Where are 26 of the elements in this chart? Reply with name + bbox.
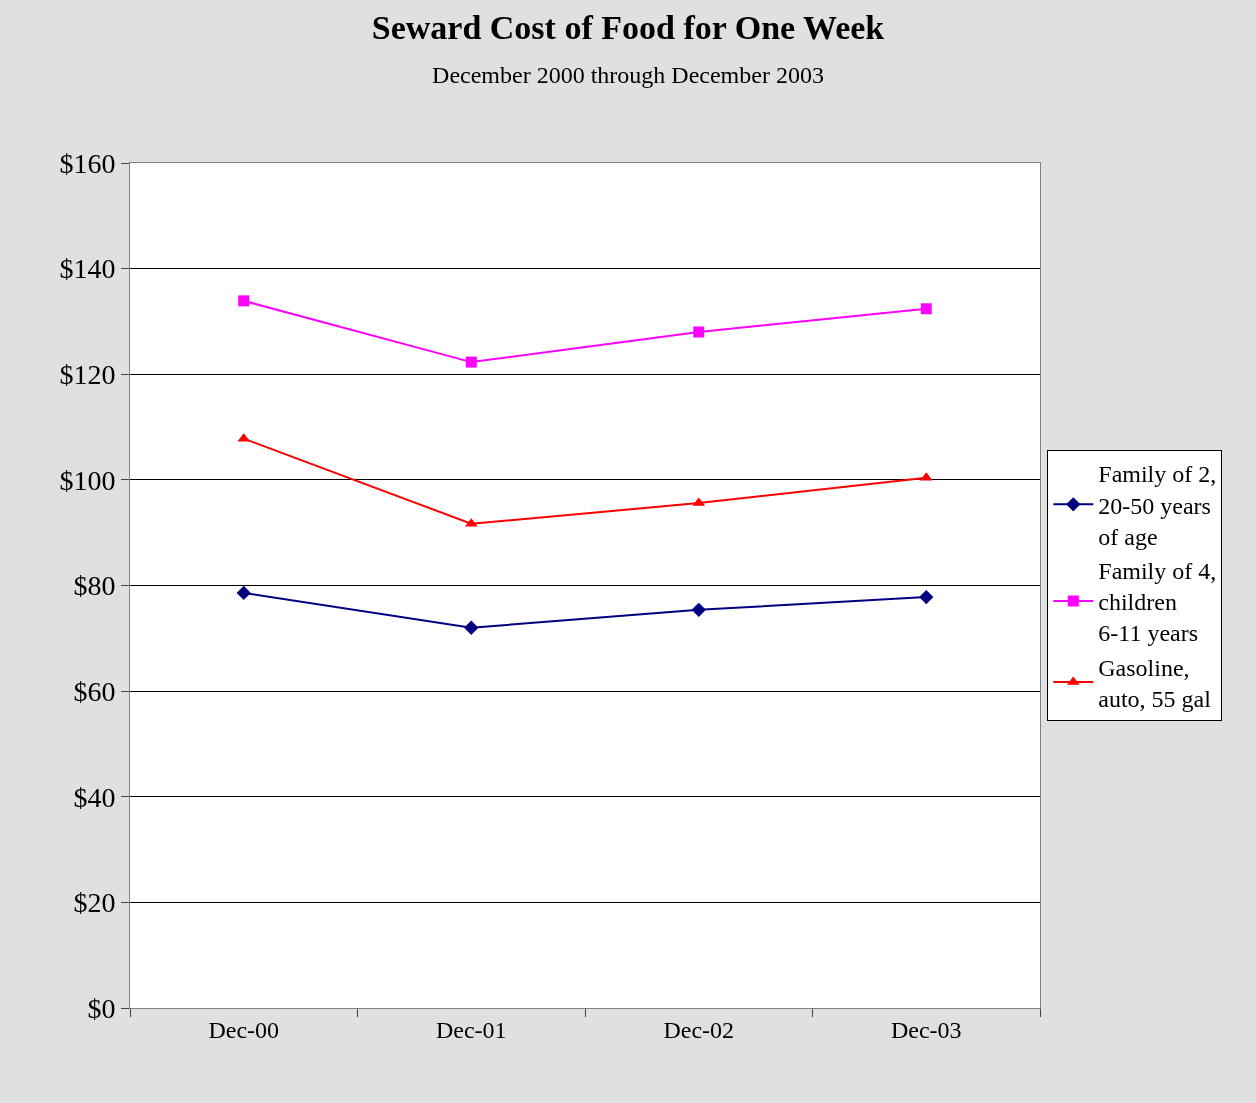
y-tick-label: $140 bbox=[59, 253, 116, 285]
point bbox=[920, 303, 932, 315]
point bbox=[238, 295, 250, 307]
point bbox=[919, 589, 934, 605]
y-tick-label: $120 bbox=[59, 359, 116, 391]
point bbox=[465, 356, 477, 368]
point bbox=[693, 326, 705, 338]
y-tick-label: $0 bbox=[87, 992, 116, 1024]
x-tick-label: Dec-02 bbox=[663, 1016, 735, 1043]
legend-label: Gasoline, auto, 55 gal bbox=[1098, 654, 1212, 712]
x-tick-label: Dec-00 bbox=[208, 1016, 280, 1043]
chart-title: Seward Cost of Food for One Week bbox=[371, 8, 885, 46]
point bbox=[236, 585, 251, 601]
y-tick-label: $20 bbox=[73, 887, 116, 919]
x-tick-label: Dec-01 bbox=[435, 1016, 507, 1043]
y-tick-label: $160 bbox=[59, 147, 116, 179]
point bbox=[464, 620, 479, 635]
point bbox=[691, 602, 706, 617]
legend-label: Family of 2, 20-50 years of age bbox=[1098, 461, 1217, 550]
y-tick-label: $60 bbox=[73, 675, 116, 707]
y-tick-label: $100 bbox=[59, 464, 116, 496]
y-tick-label: $80 bbox=[73, 570, 116, 602]
legend-label: Family of 4, children 6-11 years bbox=[1098, 558, 1217, 647]
y-tick-label: $40 bbox=[73, 781, 116, 813]
x-tick-label: Dec-03 bbox=[890, 1016, 962, 1043]
chart-subtitle: December 2000 through December 2003 bbox=[432, 61, 824, 88]
